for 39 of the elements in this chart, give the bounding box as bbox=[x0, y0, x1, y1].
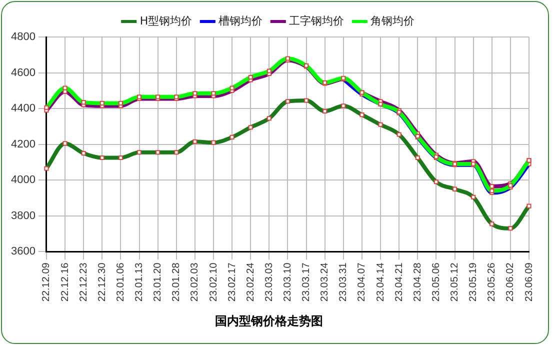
x-tick-label: 23.04.28 bbox=[412, 262, 424, 302]
y-tick-label: 4600 bbox=[10, 66, 36, 79]
y-tick-label: 3600 bbox=[10, 246, 36, 258]
x-tick-label: 23.05.12 bbox=[450, 262, 461, 302]
x-tick-label: 23.06.02 bbox=[505, 262, 516, 302]
x-tick-label: 23.04.07 bbox=[356, 262, 368, 302]
text: 国内型钢价格走势图 bbox=[215, 314, 323, 328]
x-tick-label: 22.12.23 bbox=[78, 262, 90, 302]
x-tick-label: 23.04.21 bbox=[394, 262, 405, 302]
x-tick-label: 23.03.31 bbox=[338, 262, 350, 302]
x-tick-label: 23.03.03 bbox=[264, 262, 275, 302]
x-tick-label: 23.01.28 bbox=[171, 262, 182, 302]
y-tick-label: 3800 bbox=[10, 210, 36, 222]
x-tick-label: 23.05.06 bbox=[430, 262, 442, 302]
y-tick-label: 4400 bbox=[10, 102, 36, 115]
y-tick-label: 4200 bbox=[10, 138, 36, 150]
x-tick-label: 23.02.17 bbox=[226, 262, 238, 302]
x-tick-label: 23.05.26 bbox=[486, 262, 498, 302]
x-tick-label: 23.02.10 bbox=[208, 262, 220, 302]
x-tick-label: 23.01.20 bbox=[152, 262, 164, 302]
x-tick-label: 23.05.19 bbox=[468, 262, 480, 302]
legend-label: 角钢均价 bbox=[370, 14, 415, 28]
x-tick-label: 23.03.24 bbox=[320, 262, 331, 302]
x-tick-label: 23.01.13 bbox=[134, 262, 146, 302]
x-tick-label: 23.01.06 bbox=[115, 262, 126, 302]
y-tick-label: 4800 bbox=[10, 31, 36, 44]
x-tick-label: 22.12.09 bbox=[41, 262, 52, 302]
y-tick-label: 4000 bbox=[10, 174, 36, 186]
x-tick-label: 23.04.14 bbox=[375, 262, 386, 302]
x-tick-label: 23.06.09 bbox=[524, 262, 535, 302]
legend-label: H型钢均价 bbox=[140, 14, 192, 28]
x-tick-label: 23.03.17 bbox=[301, 262, 312, 302]
x-tick-label: 23.02.03 bbox=[190, 262, 201, 302]
x-tick-label: 22.12.16 bbox=[60, 262, 71, 302]
x-tick-label: 23.02.24 bbox=[245, 262, 256, 302]
legend-label: 工字钢均价 bbox=[289, 14, 344, 28]
legend-label: 槽钢均价 bbox=[218, 14, 263, 28]
x-tick-label: 23.03.10 bbox=[282, 262, 294, 302]
x-tick-label: 22.12.30 bbox=[96, 262, 108, 302]
